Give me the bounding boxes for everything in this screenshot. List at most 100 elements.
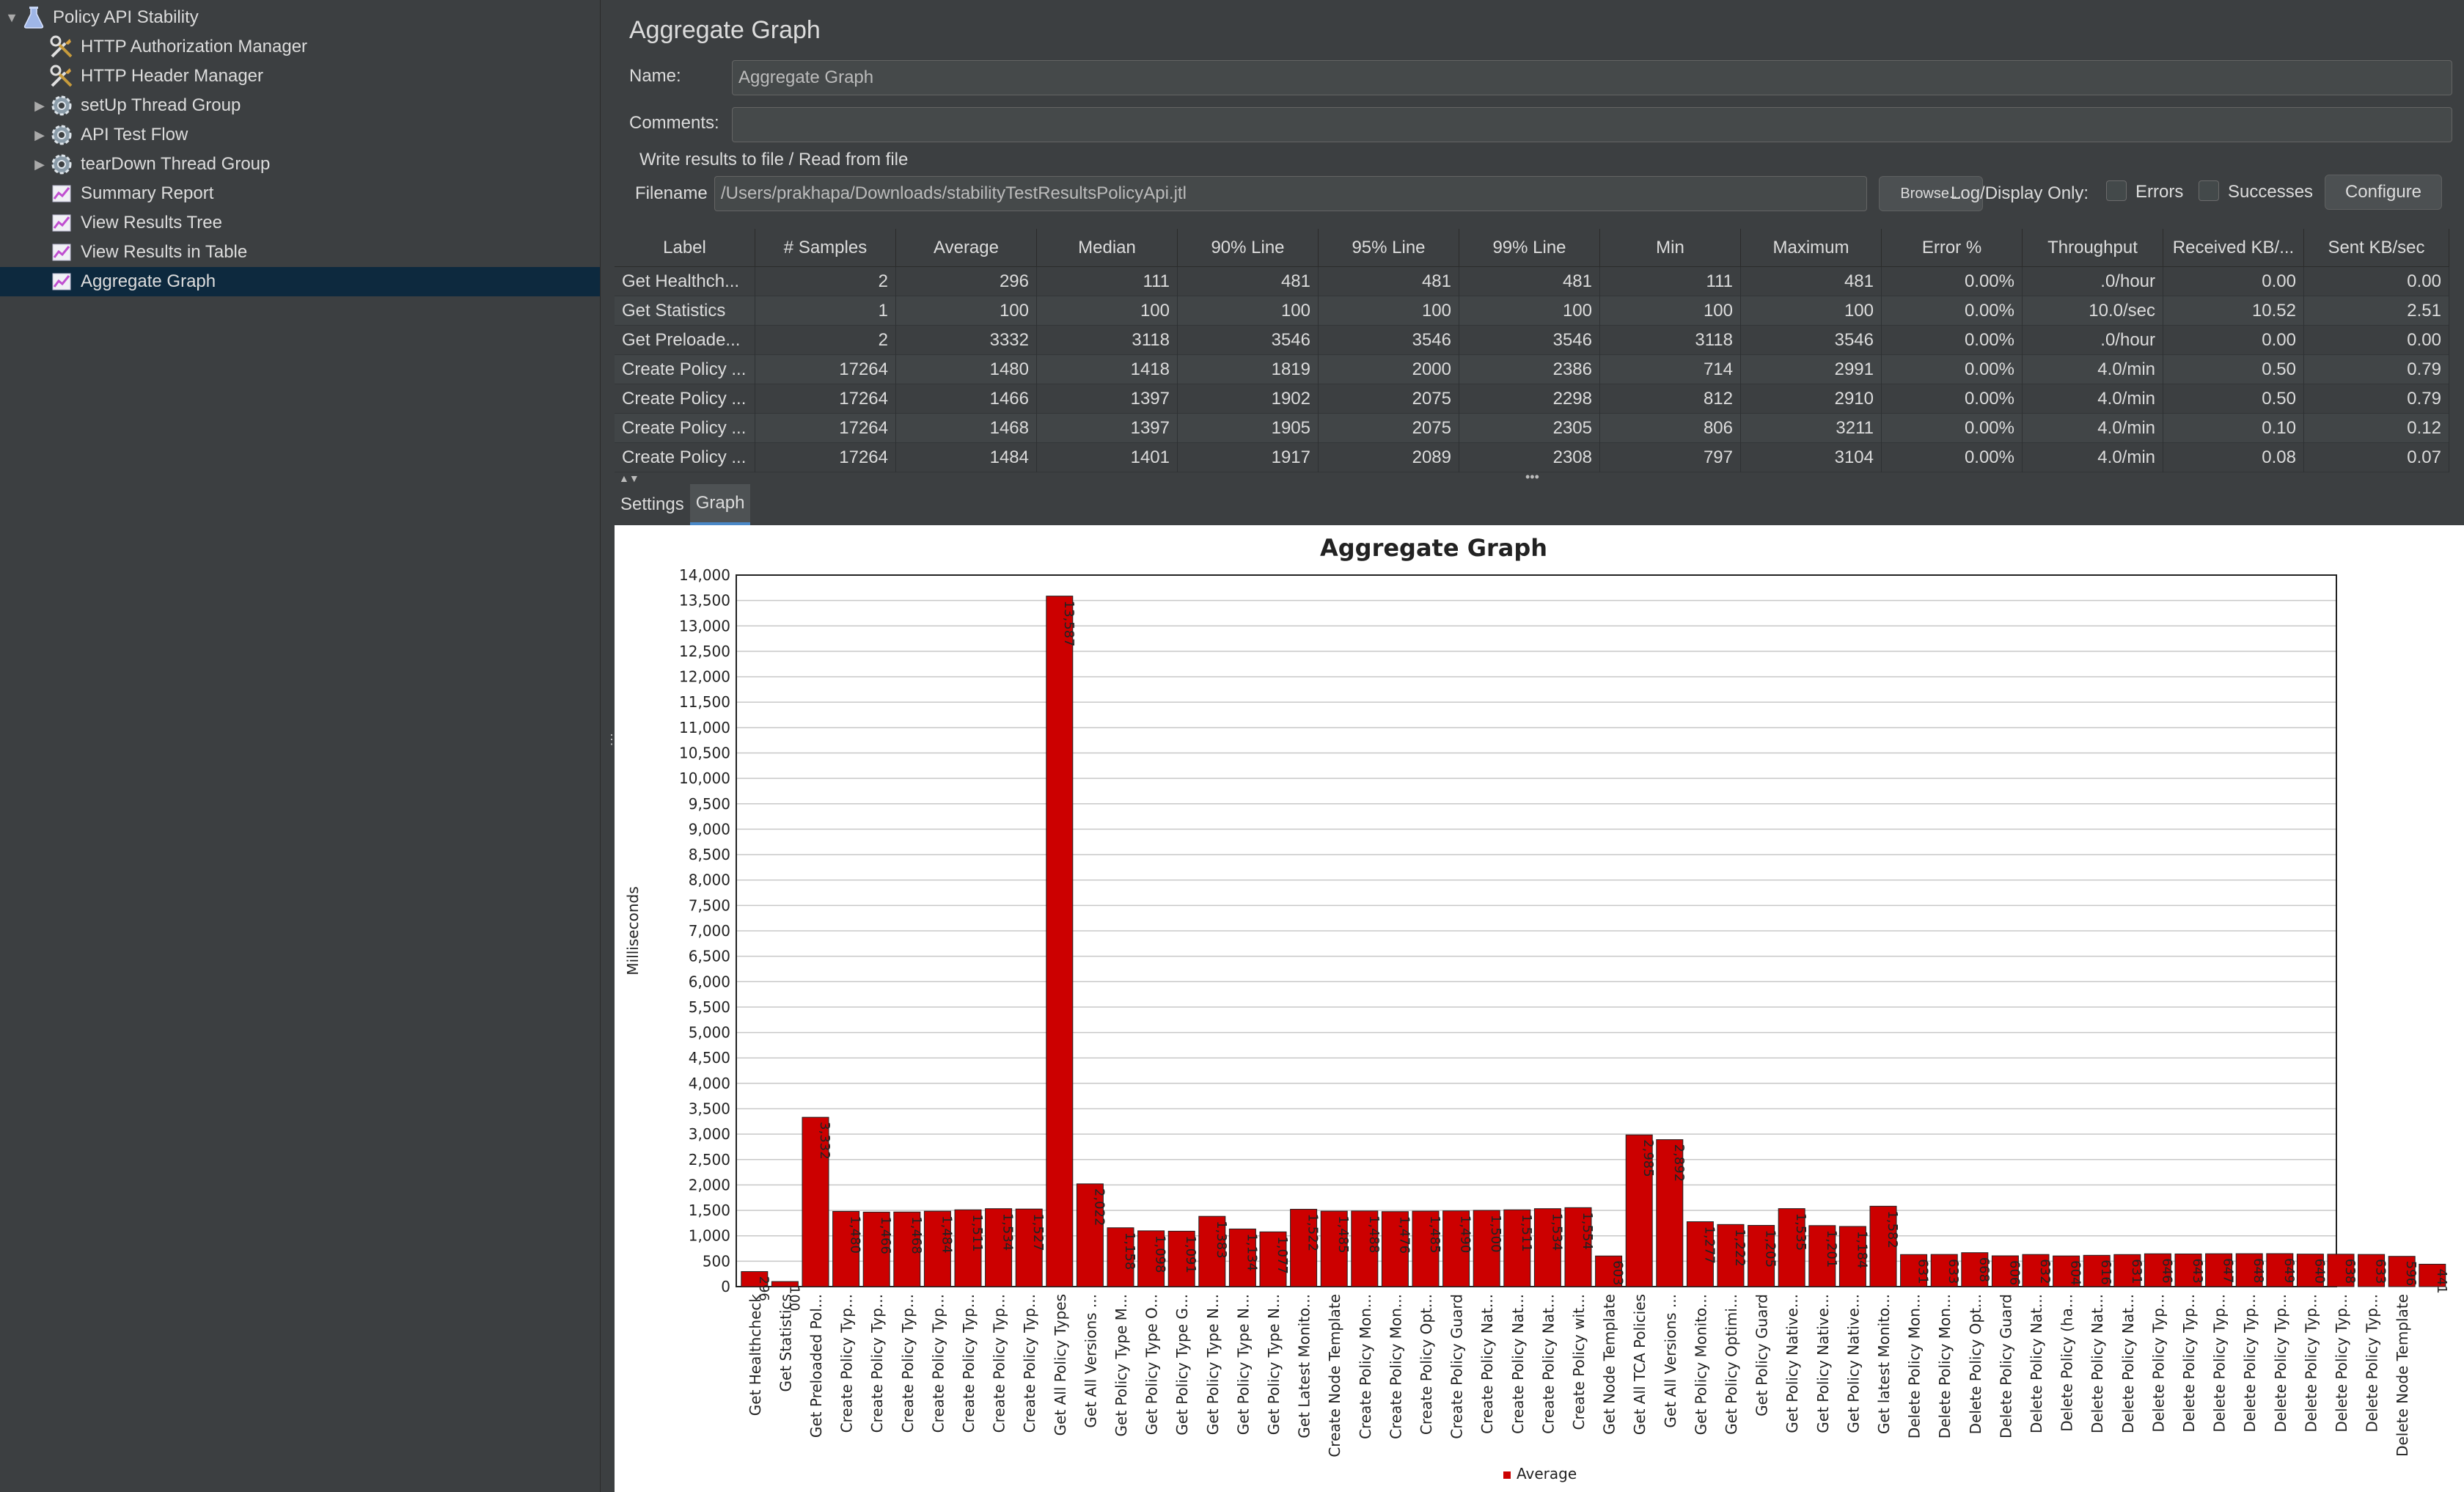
successes-checkbox[interactable] — [2199, 180, 2219, 201]
bar-value-label: 632 — [2037, 1259, 2053, 1284]
expand-arrow-icon[interactable]: ▼ — [5, 10, 18, 25]
bar — [1838, 1226, 1866, 1287]
x-tick-label: Get Policy Native... — [1783, 1294, 1801, 1433]
tree-item-label: Summary Report — [81, 183, 214, 203]
x-tick-label: Get Policy Native... — [1844, 1294, 1862, 1433]
y-tick-label: 8,500 — [689, 846, 730, 863]
table-cell: 0.12 — [2304, 414, 2449, 443]
y-tick-label: 0 — [721, 1278, 730, 1295]
x-tick-label: Delete Policy Typ... — [2241, 1294, 2259, 1433]
bar — [2053, 1255, 2080, 1287]
collapse-arrow-icon[interactable]: ▶ — [34, 98, 45, 113]
table-cell: 3118 — [1600, 326, 1741, 355]
x-tick-label: Delete Policy Guard — [1997, 1294, 2014, 1438]
column-header[interactable]: 95% Line — [1319, 229, 1459, 267]
results-table: Label # Samples Average Median 90% Line 95% L… — [615, 229, 2449, 472]
table-row[interactable]: Get Preloade... 2 3332 3118 3546 3546 3546 3118… — [615, 326, 2449, 355]
column-header[interactable]: # Samples — [755, 229, 896, 267]
tree-item[interactable]: Aggregate Graph — [0, 267, 600, 296]
column-header[interactable]: Maximum — [1741, 229, 1882, 267]
x-tick-label: Create Policy Mon... — [1357, 1294, 1374, 1439]
table-cell: 0.50 — [2163, 355, 2304, 384]
errors-checkbox[interactable] — [2106, 180, 2127, 201]
table-row[interactable]: Create Policy ... 17264 1484 1401 1917 2089 23… — [615, 443, 2449, 472]
tree-item[interactable]: View Results in Table — [0, 238, 600, 267]
bar — [2388, 1256, 2416, 1287]
bar — [1412, 1210, 1440, 1287]
comments-field[interactable] — [732, 107, 2452, 142]
filename-field[interactable]: /Users/prakhapa/Downloads/stabilityTestR… — [714, 176, 1867, 211]
bar-value-label: 603 — [1610, 1260, 1626, 1285]
table-cell: 0.00% — [1882, 384, 2023, 414]
vertical-splitter[interactable]: ⋮ — [600, 0, 618, 1492]
tree-item[interactable]: ▶ setUp Thread Group — [0, 91, 600, 120]
x-tick-label: Get Preloaded Pol... — [807, 1294, 825, 1438]
collapse-arrow-icon[interactable]: ▶ — [34, 127, 45, 142]
table-cell: 797 — [1600, 443, 1741, 472]
table-row[interactable]: Create Policy ... 17264 1480 1418 1819 2000 23… — [615, 355, 2449, 384]
table-cell: 481 — [1319, 267, 1459, 296]
column-header[interactable]: Average — [896, 229, 1037, 267]
chart-icon — [48, 268, 75, 295]
tree-item[interactable]: Summary Report — [0, 179, 600, 208]
splitter-grip-icon[interactable]: ⋮ — [605, 732, 618, 747]
x-tick-label: Create Node Template — [1326, 1294, 1343, 1458]
gear-icon — [48, 122, 75, 148]
x-tick-label: Get Policy Optimi... — [1723, 1294, 1740, 1435]
bar-value-label: 604 — [2068, 1260, 2083, 1285]
y-tick-label: 5,000 — [689, 1024, 730, 1042]
column-header[interactable]: 90% Line — [1178, 229, 1319, 267]
column-header[interactable]: Median — [1037, 229, 1178, 267]
table-cell: 296 — [896, 267, 1037, 296]
bar — [2266, 1253, 2294, 1287]
table-cell: 2298 — [1459, 384, 1600, 414]
column-header[interactable]: Sent KB/sec — [2304, 229, 2449, 267]
bar-value-label: 596 — [2403, 1261, 2419, 1286]
bar-value-label: 1,484 — [939, 1215, 954, 1254]
tree-item[interactable]: ▶ API Test Flow — [0, 120, 600, 150]
tree-item[interactable]: ▼ Policy API Stability — [0, 3, 600, 32]
tab-settings[interactable]: Settings — [620, 494, 684, 514]
browse-button[interactable]: Browse... — [1879, 176, 1983, 211]
y-tick-label: 7,500 — [689, 896, 730, 914]
collapse-arrow-icon[interactable]: ▶ — [34, 156, 45, 172]
collapse-arrows-icon[interactable]: ▲▼ — [619, 472, 639, 484]
x-tick-label: Get All TCA Policies — [1631, 1294, 1649, 1435]
bar-value-label: 633 — [1946, 1259, 1961, 1284]
bar — [1290, 1209, 1318, 1287]
bar — [2083, 1254, 2111, 1287]
horizontal-splitter-grip-icon[interactable]: ••• — [1525, 469, 1539, 484]
filename-label: Filename — [635, 183, 708, 203]
tree-spacer — [31, 214, 48, 232]
table-row[interactable]: Create Policy ... 17264 1468 1397 1905 2075 23… — [615, 414, 2449, 443]
column-header[interactable]: Throughput — [2023, 229, 2163, 267]
y-tick-label: 9,000 — [689, 820, 730, 838]
column-header[interactable]: Min — [1600, 229, 1741, 267]
bar-value-label: 441 — [2434, 1268, 2449, 1293]
x-tick-label: Get All Versions ... — [1082, 1294, 1099, 1428]
name-field[interactable]: Aggregate Graph — [732, 60, 2452, 95]
bar — [1625, 1134, 1653, 1287]
column-header[interactable]: Received KB/... — [2163, 229, 2304, 267]
configure-button[interactable]: Configure — [2325, 175, 2442, 210]
y-tick-label: 500 — [703, 1252, 730, 1270]
tab-graph[interactable]: Graph — [689, 484, 751, 525]
table-body: Get Healthch... 2 296 111 481 481 481 111 481 0.0… — [615, 267, 2449, 472]
column-header[interactable]: 99% Line — [1459, 229, 1600, 267]
tree-item[interactable]: HTTP Header Manager — [0, 62, 600, 91]
tree-item[interactable]: View Results Tree — [0, 208, 600, 238]
table-cell: 1917 — [1178, 443, 1319, 472]
column-header[interactable]: Error % — [1882, 229, 2023, 267]
x-tick-label: Get All Versions ... — [1662, 1294, 1679, 1428]
table-row[interactable]: Get Healthch... 2 296 111 481 481 481 111 481 0.0… — [615, 267, 2449, 296]
bar — [954, 1209, 982, 1287]
x-tick-label: Delete Policy Nat... — [2028, 1294, 2045, 1433]
bar — [1167, 1230, 1195, 1287]
table-row[interactable]: Get Statistics 1 100 100 100 100 100 100 100 0.00… — [615, 296, 2449, 326]
column-header[interactable]: Label — [615, 229, 755, 267]
bar-value-label: 2,022 — [1091, 1188, 1107, 1226]
tree-item[interactable]: ▶ tearDown Thread Group — [0, 150, 600, 179]
x-tick-label: Create Policy Nat... — [1539, 1294, 1557, 1434]
table-row[interactable]: Create Policy ... 17264 1466 1397 1902 2075 22… — [615, 384, 2449, 414]
tree-item[interactable]: HTTP Authorization Manager — [0, 32, 600, 62]
